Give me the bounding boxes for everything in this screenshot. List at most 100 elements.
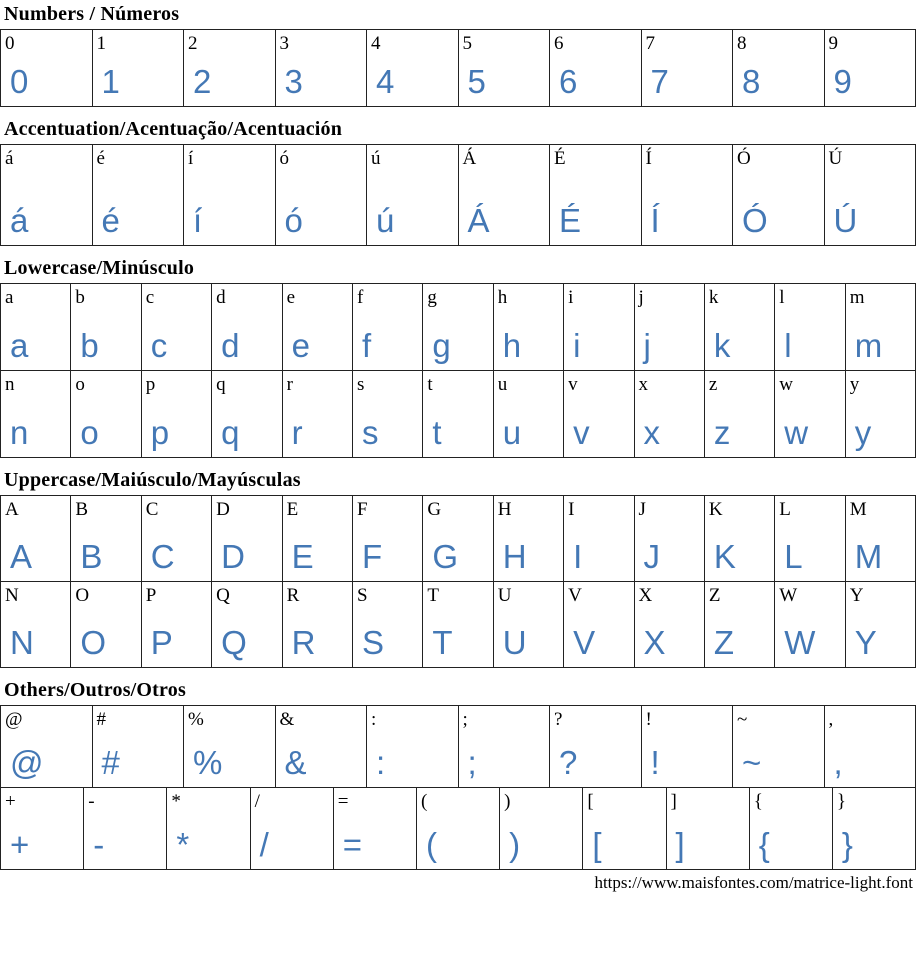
char-label: 3 [279,33,290,54]
char-glyph: P [150,624,173,661]
char-glyph: Q [221,624,247,661]
char-label: { [753,791,763,812]
char-label: Y [849,585,864,606]
char-label: 1 [96,33,107,54]
char-label: 7 [645,33,656,54]
char-glyph: C [150,538,175,575]
char-label: 9 [828,33,839,54]
char-label: 4 [371,33,381,54]
char-glyph: í [193,202,203,239]
char-glyph: ; [467,744,477,781]
glyph-cell: (( [415,788,499,869]
char-glyph: R [291,624,316,661]
section-others: Others/Outros/Otros @ @ # #%% & &::;;??!! ~ ~,, +… [0,679,916,870]
char-label: Á [462,148,477,169]
char-label: r [286,374,293,395]
char-label: , [828,709,834,730]
char-label: = [337,791,349,812]
char-label: Z [708,585,721,606]
glyph-cell: [[ [582,788,665,869]
section-title: Accentuation/Acentuação/Acentuación [4,118,343,140]
char-glyph: B [80,538,103,575]
section-accentuation: Accentuation/Acentuação/Acentuación á á é é í… [0,118,916,246]
char-label: - [88,791,95,812]
char-label: c [145,287,155,308]
char-glyph: j [643,327,651,364]
char-glyph: ? [559,744,578,781]
glyph-cell: ~ ~ [732,706,824,787]
char-glyph: ú [376,202,395,239]
char-glyph: 0 [10,63,29,100]
char-label: V [568,585,582,606]
char-label: 2 [188,33,198,54]
char-label: G [427,499,442,520]
char-glyph: É [559,202,582,239]
char-glyph: { [758,826,770,863]
char-glyph: O [80,624,107,661]
char-glyph: D [221,538,246,575]
char-glyph: L [784,538,803,575]
char-label: o [75,374,85,395]
char-glyph: K [713,538,736,575]
char-label: Ó [737,148,751,169]
char-glyph: l [784,327,792,364]
char-glyph: s [361,414,379,451]
glyph-cell: # # [91,706,184,787]
char-glyph: x [643,414,661,451]
char-label: : [371,709,377,730]
char-label: O [75,585,90,606]
char-label: ! [645,709,652,730]
char-label: É [554,148,566,169]
glyph-cell: )) [499,788,582,869]
char-glyph: , [833,744,843,781]
char-label: M [849,499,867,520]
char-label: ] [670,791,677,812]
char-glyph: S [361,624,384,661]
char-glyph: z [713,414,731,451]
char-label: q [216,374,226,395]
glyph-row: @ @ # #%% & &::;;??!! ~ ~,, [0,705,916,788]
char-label: t [427,374,433,395]
glyph-cell: ;; [457,706,550,787]
char-label: K [708,499,723,520]
char-glyph: b [80,327,99,364]
char-glyph: ! [650,744,660,781]
char-label: a [5,287,14,308]
char-glyph: ) [509,826,521,863]
char-label: ( [420,791,428,812]
char-label: d [216,287,226,308]
char-glyph: Í [650,202,660,239]
char-glyph: 4 [376,63,395,100]
char-label: ó [279,148,290,169]
char-glyph: U [502,624,527,661]
char-glyph: h [502,327,522,364]
